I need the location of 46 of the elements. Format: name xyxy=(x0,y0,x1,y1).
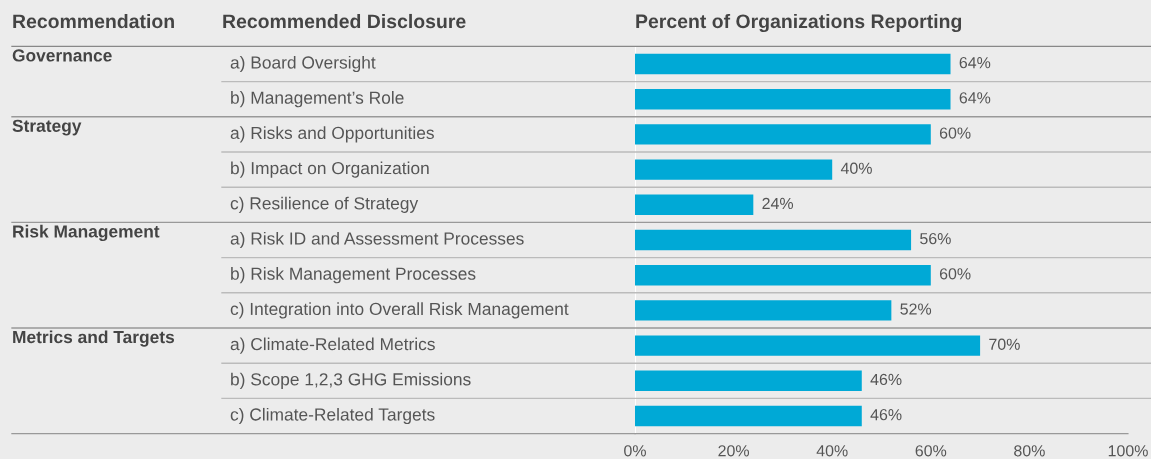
text: Risk Management xyxy=(13,224,160,242)
bar xyxy=(635,194,754,216)
bar xyxy=(635,159,833,180)
x-tick-label: 80% xyxy=(1014,445,1045,457)
data-label: 64% xyxy=(959,92,991,104)
x-tick-label: 60% xyxy=(915,445,947,457)
bar xyxy=(635,264,931,286)
y-tick-label: c) Resilience of Strategy xyxy=(230,196,419,213)
chart-title: Percent of Organizations Reporting xyxy=(636,13,962,33)
bar xyxy=(635,300,892,321)
y-tick-label: b) Risk Management Processes xyxy=(231,267,476,284)
x-tick-label: 20% xyxy=(718,445,750,457)
data-label: 60% xyxy=(939,268,971,280)
y-tick-label: a) Climate-Related Metrics xyxy=(230,337,435,354)
text: Recommended Disclosure xyxy=(223,13,466,29)
bar xyxy=(635,405,862,427)
text: Strategy xyxy=(12,119,82,136)
data-label: 46% xyxy=(870,373,902,386)
y-tick-label: a) Risks and Opportunities xyxy=(230,126,434,143)
text: Metrics and Targets xyxy=(13,330,175,347)
text: Recommendation xyxy=(13,13,174,29)
y-tick-label: c) Integration into Overall Risk Management xyxy=(230,302,569,319)
y-tick-label: b) Management’s Role xyxy=(231,91,404,108)
data-label: 46% xyxy=(870,408,902,421)
bar xyxy=(635,370,862,392)
data-label: 40% xyxy=(840,162,872,174)
x-tick-label: 40% xyxy=(816,445,848,457)
y-tick-label: b) Impact on Organization xyxy=(231,161,429,178)
bar xyxy=(635,53,951,75)
y-tick-label: c) Climate-Related Targets xyxy=(230,407,435,425)
data-label: 24% xyxy=(762,197,794,210)
bar xyxy=(635,124,931,145)
x-tick-label: 0% xyxy=(624,445,646,457)
bar xyxy=(635,335,981,356)
data-label: 52% xyxy=(900,303,932,315)
y-tick-label: a) Board Oversight xyxy=(230,55,376,73)
data-label: 56% xyxy=(920,232,951,245)
data-label: 64% xyxy=(959,56,991,69)
text: Governance xyxy=(12,49,112,62)
bar xyxy=(635,88,951,110)
data-label: 60% xyxy=(939,127,971,139)
y-tick-label: b) Scope 1,2,3 GHG Emissions xyxy=(231,372,471,389)
data-label: 70% xyxy=(989,338,1020,350)
bar xyxy=(635,229,912,251)
y-tick-label: a) Risk ID and Assessment Processes xyxy=(230,231,524,249)
x-tick-label: 100% xyxy=(1108,445,1148,457)
